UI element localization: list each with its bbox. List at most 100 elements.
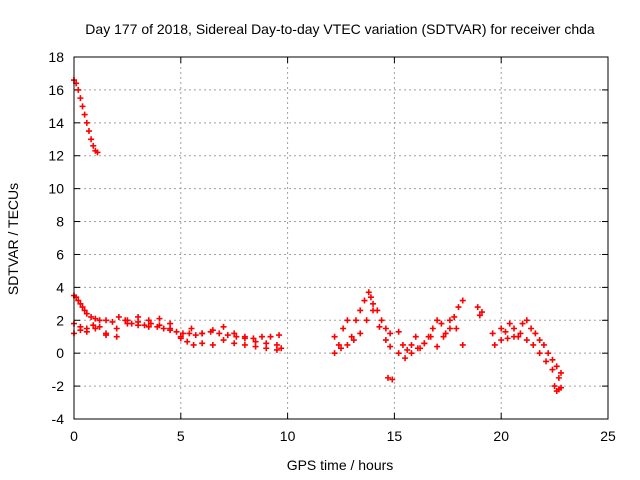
data-point (209, 327, 216, 334)
data-point (370, 300, 377, 307)
x-tick-label: 15 (387, 428, 403, 444)
data-point (543, 358, 550, 365)
axis-ticks: 0 5 10 15 20 25 -4 -2 0 2 4 6 8 10 12 14 16 18 (48, 49, 616, 444)
data-point (491, 341, 498, 348)
data-point (378, 317, 385, 324)
data-point (528, 325, 535, 332)
data-point (184, 338, 191, 345)
data-point (421, 340, 428, 347)
data-point (103, 332, 110, 339)
data-point (173, 328, 180, 335)
data-point (511, 333, 518, 340)
data-point (370, 307, 377, 314)
data-point (489, 330, 496, 337)
data-point (231, 330, 238, 337)
data-point (77, 300, 84, 307)
y-tick-label: -4 (52, 411, 65, 427)
data-point (412, 333, 419, 340)
data-point (502, 328, 509, 335)
data-point (408, 350, 415, 357)
x-tick-label: 0 (70, 428, 78, 444)
data-point (408, 341, 415, 348)
y-tick-label: 12 (48, 148, 64, 164)
data-point (156, 315, 163, 322)
data-point (83, 310, 90, 317)
data-point (530, 341, 537, 348)
data-point (92, 315, 99, 322)
data-point (278, 345, 285, 352)
data-point (199, 340, 206, 347)
data-point (387, 343, 394, 350)
data-point (160, 325, 167, 332)
data-point (504, 335, 511, 342)
data-point (395, 350, 402, 357)
grid-lines (74, 57, 608, 419)
data-point (103, 317, 110, 324)
data-point (79, 304, 86, 311)
y-tick-label: 18 (48, 49, 64, 65)
data-point (361, 297, 368, 304)
data-point (344, 341, 351, 348)
data-point (85, 128, 92, 135)
data-point (135, 322, 142, 329)
data-point (558, 369, 565, 376)
data-point (276, 332, 283, 339)
data-point (553, 363, 560, 370)
data-point (81, 307, 88, 314)
data-point (141, 322, 148, 329)
data-point (331, 333, 338, 340)
plot-frame (73, 56, 609, 420)
data-point (404, 346, 411, 353)
data-point (446, 317, 453, 324)
data-point (115, 313, 122, 320)
data-point (145, 323, 152, 330)
data-point (382, 325, 389, 332)
data-point (75, 297, 82, 304)
data-point (395, 328, 402, 335)
y-tick-label: 10 (48, 181, 64, 197)
y-tick-label: 8 (56, 214, 64, 230)
data-point (442, 330, 449, 337)
data-point (352, 317, 359, 324)
data-point (216, 330, 223, 337)
x-tick-label: 25 (600, 428, 616, 444)
data-point (83, 328, 90, 335)
data-point (96, 323, 103, 330)
data-point (344, 317, 351, 324)
data-point (252, 338, 259, 345)
y-tick-label: 0 (56, 345, 64, 361)
data-point (540, 341, 547, 348)
y-axis-label: SDTVAR / TECUs (5, 183, 21, 295)
data-point (545, 350, 552, 357)
data-point (124, 317, 131, 324)
data-point (113, 333, 120, 340)
data-point (434, 317, 441, 324)
data-points (71, 77, 565, 395)
data-point (267, 333, 274, 340)
x-tick-label: 10 (280, 428, 296, 444)
data-point (145, 317, 152, 324)
data-point (186, 330, 193, 337)
data-point (402, 355, 409, 362)
data-point (363, 317, 370, 324)
data-point (536, 350, 543, 357)
chart-title: Day 177 of 2018, Sidereal Day-to-day VTE… (85, 21, 595, 37)
data-point (90, 322, 97, 329)
data-point (389, 376, 396, 383)
data-point (357, 307, 364, 314)
data-point (220, 323, 227, 330)
data-point (231, 340, 238, 347)
data-point (459, 341, 466, 348)
data-point (96, 317, 103, 324)
data-point (135, 313, 142, 320)
data-point (241, 341, 248, 348)
data-point (549, 356, 556, 363)
x-tick-label: 5 (177, 428, 185, 444)
data-point (414, 345, 421, 352)
data-point (233, 333, 240, 340)
data-point (273, 341, 280, 348)
data-point (367, 294, 374, 301)
data-point (478, 309, 485, 316)
data-point (350, 337, 357, 344)
